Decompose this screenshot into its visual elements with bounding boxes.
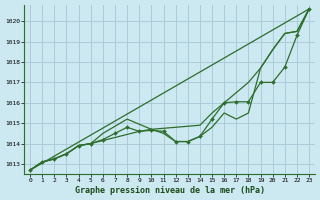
X-axis label: Graphe pression niveau de la mer (hPa): Graphe pression niveau de la mer (hPa)	[75, 186, 265, 195]
